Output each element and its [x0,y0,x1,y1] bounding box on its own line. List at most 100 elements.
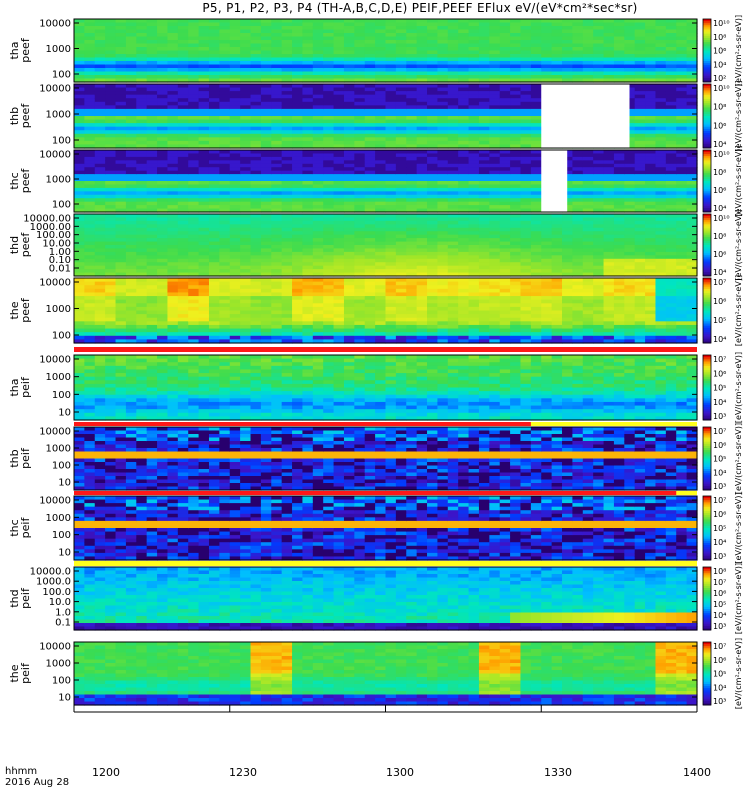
heatmap-cell [665,98,677,103]
heatmap-cell [198,54,210,59]
heatmap-cell [84,130,96,135]
heatmap-cell [572,170,584,175]
heatmap-cell [613,191,625,196]
heatmap-cell [437,153,449,158]
heatmap-cell [489,19,501,24]
heatmap-cell [250,75,262,80]
heatmap-cell [333,310,345,315]
heatmap-cell [125,262,137,267]
heatmap-cell [208,314,220,319]
heatmap-cell [312,255,324,260]
heatmap-cell [219,137,231,142]
heatmap-cell [343,144,355,149]
heatmap-cell [250,296,262,301]
heatmap-cell [333,153,345,158]
heatmap-cell [157,201,169,206]
colorbar-step [703,166,711,170]
heatmap-cell [94,258,106,263]
heatmap-cell [343,170,355,175]
heatmap-cell [645,150,657,155]
heatmap-cell [271,214,283,219]
heatmap-cell [437,238,449,243]
heatmap-cell [375,40,387,45]
heatmap-cell [645,167,657,172]
heatmap-cell [665,205,677,210]
heatmap-cell [686,94,698,99]
heatmap-cell [94,140,106,146]
heatmap-cell [478,163,490,168]
heatmap-cell [593,75,605,80]
heatmap-cell [281,248,293,253]
heatmap-cell [271,238,283,243]
heatmap-cell [271,217,283,222]
heatmap-cell [478,269,490,274]
heatmap-cell [686,248,698,253]
heatmap-cell [458,205,470,210]
heatmap-cell [437,167,449,172]
heatmap-cell [665,238,677,243]
heatmap-cell [354,98,366,103]
heatmap-cell [375,137,387,142]
heatmap-cell [240,332,252,337]
heatmap-cell [427,123,439,128]
heatmap-cell [125,248,137,253]
heatmap-cell [167,278,179,283]
y-tick-label: 1.00 [49,247,71,258]
heatmap-cell [406,177,418,182]
heatmap-cell [167,234,179,239]
heatmap-cell [146,133,158,138]
heatmap-cell [582,198,594,203]
heatmap-cell [312,167,324,172]
heatmap-cell [323,281,335,286]
heatmap-cell [541,68,553,73]
colorbar-step [703,77,711,81]
heatmap-cell [624,112,636,117]
heatmap-cell [219,71,231,76]
heatmap-cell [240,251,252,256]
heatmap-cell [292,227,304,232]
heatmap-cell [250,84,262,89]
heatmap-cell [510,71,522,76]
heatmap-cell [676,208,688,213]
heatmap-cell [520,220,532,225]
heatmap-cell [94,64,106,69]
colorbar-step [703,234,711,238]
heatmap-cell [115,33,127,38]
colorbar-step [703,130,711,134]
heatmap-cell [125,156,137,161]
heatmap-cell [665,245,677,250]
heatmap-cell [686,269,698,274]
heatmap-cell [478,156,490,161]
heatmap-cell [458,245,470,250]
heatmap-cell [198,272,210,277]
heatmap-cell [427,36,439,41]
heatmap-cell [250,61,262,66]
heatmap-cell [208,112,220,117]
heatmap-cell [271,265,283,270]
heatmap-cell [260,54,272,59]
heatmap-cell [136,231,148,236]
heatmap-cell [208,269,220,274]
heatmap-cell [74,278,85,283]
heatmap-cell [167,33,179,38]
heatmap-cell [271,269,283,274]
heatmap-cell [364,33,376,38]
heatmap-cell [167,299,179,304]
heatmap-cell [302,84,314,89]
heatmap-cell [74,191,85,196]
heatmap-cell [167,231,179,236]
heatmap-cell [229,317,241,322]
heatmap-cell [281,201,293,206]
heatmap-cell [281,281,293,286]
heatmap-cell [489,123,501,128]
heatmap-cell [416,75,428,80]
colorbar-step [703,259,711,263]
heatmap-cell [478,116,490,121]
heatmap-cell [375,234,387,239]
heatmap-cell [250,43,262,48]
heatmap-cell [416,224,428,229]
heatmap-cell [219,57,231,62]
heatmap-cell [676,123,688,128]
heatmap-cell [499,191,511,196]
heatmap-cell [676,181,688,186]
